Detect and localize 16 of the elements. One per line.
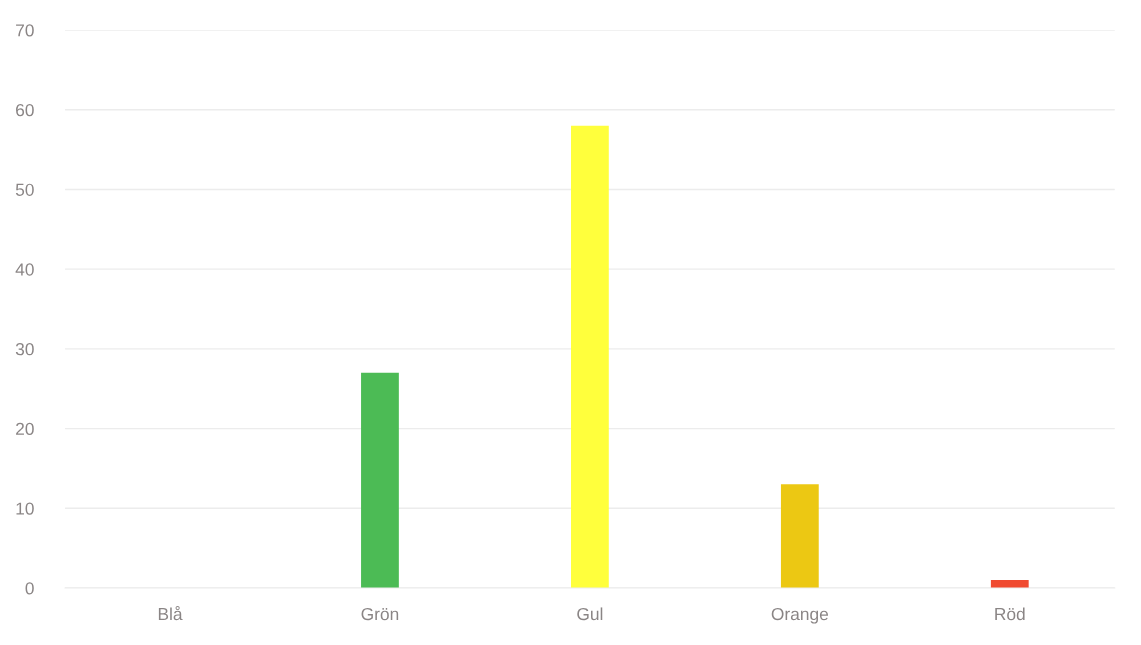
x-tick-label: Orange <box>771 607 829 624</box>
y-tick-label: 20 <box>16 422 34 436</box>
y-tick-label: 40 <box>15 263 34 276</box>
y-tick-label: 10 <box>16 502 34 515</box>
bar <box>780 484 819 588</box>
x-tick-label: Röd <box>995 607 1025 621</box>
x-tick-label: Gul <box>577 607 603 621</box>
y-tick-label: 30 <box>15 343 34 356</box>
bar <box>571 125 609 588</box>
y-tick-label: 70 <box>16 24 34 37</box>
y-tick-label: 0 <box>25 582 34 595</box>
y-tick-label: 60 <box>16 103 34 117</box>
x-tick-label: Grön <box>361 607 399 621</box>
x-tick-label: Blå <box>158 606 183 621</box>
bar <box>361 372 399 588</box>
y-tick-label: 50 <box>15 183 34 196</box>
